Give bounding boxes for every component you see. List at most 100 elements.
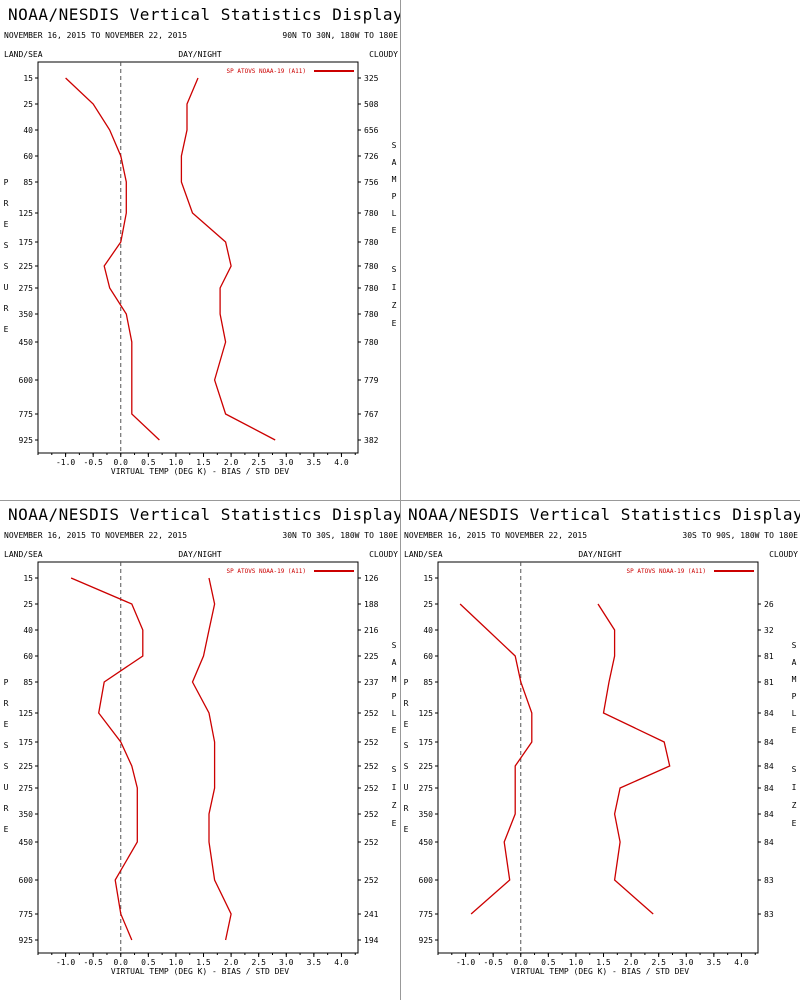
y-axis-label-letter: S (4, 241, 9, 250)
pressure-tick-label: 450 (419, 838, 434, 847)
sample-size-label: 84 (764, 738, 774, 747)
size-label-letter: I (392, 783, 397, 792)
region-label: 30N TO 30S, 180W TO 180E (282, 531, 398, 540)
pressure-tick-label: 60 (423, 652, 433, 661)
pressure-tick-label: 450 (19, 338, 34, 347)
sample-label-letter: L (392, 709, 397, 718)
sample-label-letter: E (392, 226, 397, 235)
std-dev-line (181, 78, 275, 440)
sample-label-letter: A (392, 658, 397, 667)
x-tick-label: -0.5 (484, 958, 503, 967)
x-tick-label: 1.5 (596, 958, 611, 967)
sample-size-label: 83 (764, 876, 774, 885)
pressure-tick-label: 225 (19, 262, 34, 271)
x-tick-label: 1.0 (569, 958, 584, 967)
x-tick-label: 2.5 (251, 458, 266, 467)
y-axis-label-letter: S (4, 762, 9, 771)
size-label-letter: S (392, 765, 397, 774)
pressure-tick-label: 85 (23, 678, 33, 687)
x-tick-label: 0.0 (514, 958, 529, 967)
y-axis-label-letter: E (4, 220, 9, 229)
x-tick-label: 2.0 (224, 458, 239, 467)
sample-size-label: 83 (764, 910, 774, 919)
chart-title: NOAA/NESDIS Vertical Statistics Display (408, 505, 800, 524)
day-night-label: DAY/NIGHT (178, 50, 222, 59)
pressure-tick-label: 85 (23, 178, 33, 187)
x-axis-label: VIRTUAL TEMP (DEG K) - BIAS / STD DEV (511, 967, 689, 976)
sample-label-letter: P (392, 192, 397, 201)
x-tick-label: 3.5 (707, 958, 722, 967)
sample-size-label: 84 (764, 709, 774, 718)
pressure-tick-label: 275 (419, 784, 434, 793)
y-axis-label-letter: E (4, 825, 9, 834)
sample-label-letter: S (392, 141, 397, 150)
sample-label-letter: S (792, 641, 797, 650)
y-axis-label-letter: E (4, 720, 9, 729)
x-tick-label: 0.5 (141, 458, 156, 467)
x-tick-label: 1.0 (169, 958, 184, 967)
panel-30n-30s: NOAA/NESDIS Vertical Statistics Display N… (0, 500, 400, 1000)
pressure-tick-label: 125 (419, 709, 434, 718)
pressure-tick-label: 40 (423, 626, 433, 635)
sample-size-label: 779 (364, 376, 379, 385)
sample-label-letter: E (792, 726, 797, 735)
pressure-tick-label: 925 (19, 436, 34, 445)
y-axis-label-letter: R (4, 699, 9, 708)
pressure-tick-label: 25 (23, 600, 33, 609)
sample-size-label: 780 (364, 209, 379, 218)
sample-size-label: 32 (764, 626, 774, 635)
size-label-letter: S (792, 765, 797, 774)
x-tick-label: 3.5 (307, 458, 322, 467)
x-tick-label: 1.0 (169, 458, 184, 467)
sample-label-letter: L (792, 709, 797, 718)
empty-panel (400, 0, 800, 500)
sample-size-label: 241 (364, 910, 379, 919)
pressure-tick-label: 600 (19, 376, 34, 385)
plot-frame (438, 562, 758, 953)
sample-label-letter: E (392, 726, 397, 735)
legend-label: SP ATOVS NOAA-19 (A11) (627, 568, 706, 575)
y-axis-label-letter: U (404, 783, 409, 792)
plot-frame (38, 62, 358, 453)
pressure-tick-label: 25 (423, 600, 433, 609)
x-tick-label: 2.0 (224, 958, 239, 967)
y-axis-label-letter: S (404, 741, 409, 750)
plot-frame (38, 562, 358, 953)
pressure-tick-label: 25 (23, 100, 33, 109)
sample-size-label: 252 (364, 762, 379, 771)
x-tick-label: 2.0 (624, 958, 639, 967)
x-tick-label: 4.0 (734, 958, 749, 967)
x-tick-label: 0.5 (541, 958, 556, 967)
sample-size-label: 252 (364, 738, 379, 747)
panel-90n-30n: NOAA/NESDIS Vertical Statistics Display N… (0, 0, 400, 500)
region-label: 90N TO 30N, 180W TO 180E (282, 31, 398, 40)
x-tick-label: 3.5 (307, 958, 322, 967)
y-axis-label-letter: U (4, 783, 9, 792)
legend-label: SP ATOVS NOAA-19 (A11) (227, 568, 306, 575)
y-axis-label-letter: R (404, 699, 409, 708)
date-range: NOVEMBER 16, 2015 TO NOVEMBER 22, 2015 (4, 531, 187, 540)
sample-size-label: 84 (764, 762, 774, 771)
y-axis-label-letter: R (404, 804, 409, 813)
y-axis-label-letter: S (404, 762, 409, 771)
sample-size-label: 252 (364, 876, 379, 885)
pressure-tick-label: 125 (19, 209, 34, 218)
size-label-letter: Z (792, 801, 797, 810)
region-label: 30S TO 90S, 180W TO 180E (682, 531, 798, 540)
pressure-tick-label: 350 (419, 810, 434, 819)
y-axis-label-letter: P (4, 178, 9, 187)
pressure-tick-label: 175 (19, 238, 34, 247)
date-range: NOVEMBER 16, 2015 TO NOVEMBER 22, 2015 (4, 31, 187, 40)
x-tick-label: 3.0 (279, 458, 294, 467)
y-axis-label-letter: E (404, 720, 409, 729)
sample-size-label: 780 (364, 310, 379, 319)
sample-size-label: 325 (364, 74, 379, 83)
pressure-tick-label: 600 (19, 876, 34, 885)
sample-size-label: 26 (764, 600, 774, 609)
pressure-tick-label: 450 (19, 838, 34, 847)
pressure-tick-label: 350 (19, 310, 34, 319)
sample-size-label: 237 (364, 678, 379, 687)
sample-label-letter: A (392, 158, 397, 167)
y-axis-label-letter: P (404, 678, 409, 687)
x-tick-label: 0.0 (114, 458, 129, 467)
